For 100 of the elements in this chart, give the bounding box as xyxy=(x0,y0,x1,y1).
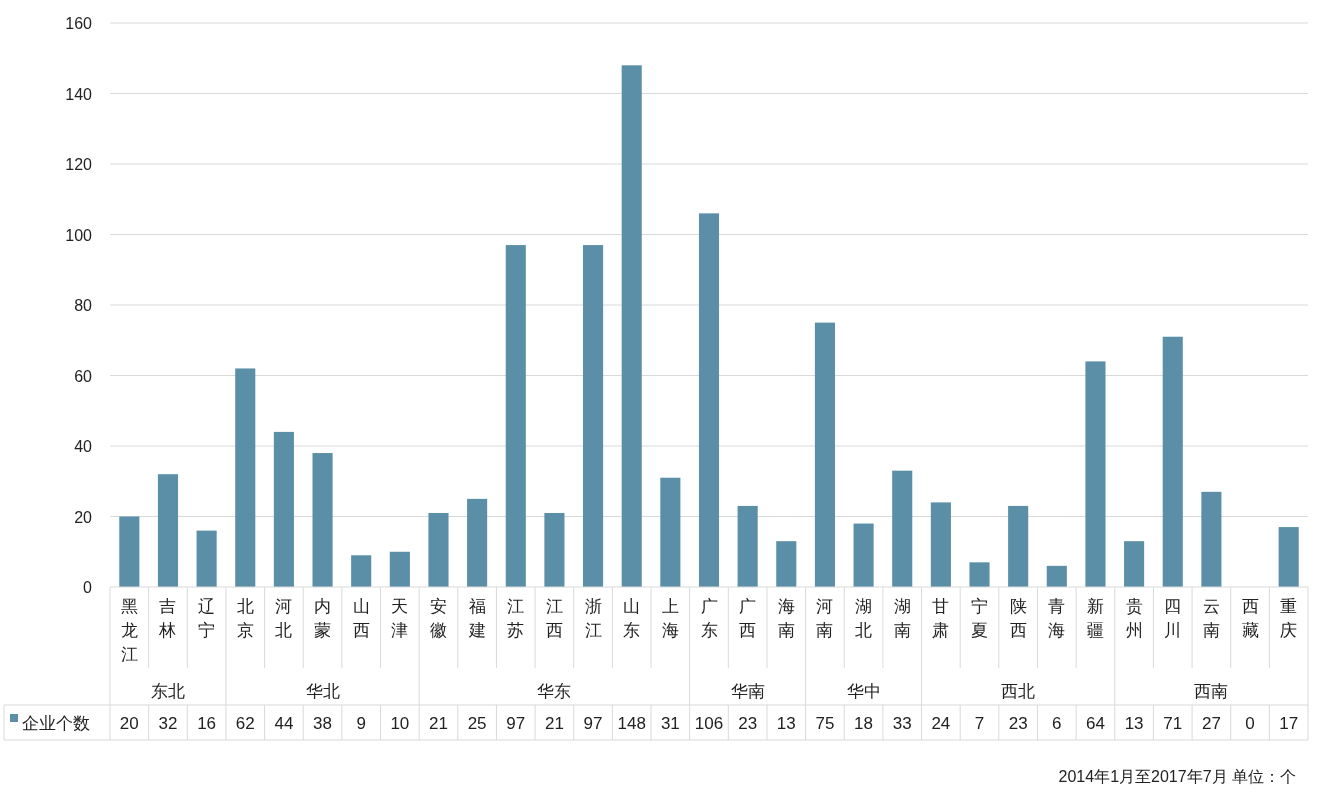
x-tick-label: 广东 xyxy=(700,597,718,640)
bar xyxy=(544,512,565,587)
data-label: 23 xyxy=(738,714,758,733)
data-label: 64 xyxy=(1085,714,1105,733)
legend-label: 企业个数 xyxy=(22,714,90,733)
bar xyxy=(583,245,604,587)
x-tick-label: 陕西 xyxy=(1009,597,1027,640)
y-tick-label: 100 xyxy=(65,226,93,244)
data-label: 13 xyxy=(1124,714,1144,733)
bar xyxy=(1162,336,1183,587)
x-tick-label: 四川 xyxy=(1164,597,1182,640)
bar xyxy=(389,551,410,587)
x-tick-label: 上海 xyxy=(661,597,679,640)
x-tick-label: 山西 xyxy=(352,597,370,640)
data-label: 10 xyxy=(390,714,410,733)
x-tick-label: 海南 xyxy=(777,597,795,640)
data-label: 44 xyxy=(274,714,294,733)
data-label: 148 xyxy=(617,714,646,733)
x-tick-label: 云南 xyxy=(1202,597,1220,640)
x-tick-label: 北京 xyxy=(236,597,254,640)
data-label: 106 xyxy=(694,714,724,733)
x-tick-label: 江苏 xyxy=(507,597,525,640)
bar xyxy=(969,562,990,587)
x-tick-label: 西藏 xyxy=(1241,597,1259,640)
y-tick-label: 120 xyxy=(65,156,93,173)
data-label: 6 xyxy=(1052,714,1062,733)
x-tick-label: 福建 xyxy=(467,597,486,640)
bar xyxy=(467,498,488,587)
bar xyxy=(1201,491,1222,587)
x-tick-label: 内蒙 xyxy=(314,597,332,640)
text: 华中 xyxy=(846,682,881,701)
data-label: 33 xyxy=(892,714,912,733)
bar xyxy=(660,477,681,587)
x-tick-label: 辽宁 xyxy=(198,597,216,640)
x-tick-label: 江西 xyxy=(545,597,563,640)
data-label: 32 xyxy=(158,714,178,733)
y-tick-label: 160 xyxy=(65,15,93,32)
y-tick-label: 20 xyxy=(74,508,93,526)
bar xyxy=(428,512,449,587)
bar xyxy=(119,516,140,587)
bar xyxy=(312,453,333,587)
bar xyxy=(621,65,642,587)
x-tick-label: 山东 xyxy=(623,597,641,640)
data-label: 9 xyxy=(356,714,366,733)
y-tick-label: 0 xyxy=(83,579,93,596)
x-tick-label: 贵州 xyxy=(1125,597,1143,640)
bar xyxy=(892,470,913,587)
data-label: 23 xyxy=(1008,714,1028,733)
x-tick-label: 安徽 xyxy=(429,597,447,640)
bar xyxy=(776,541,797,587)
x-tick-label: 宁夏 xyxy=(971,597,989,640)
x-tick-label: 湖北 xyxy=(855,597,873,640)
data-label: 21 xyxy=(429,714,448,733)
y-tick-label: 40 xyxy=(74,438,93,455)
data-label: 71 xyxy=(1163,714,1183,733)
data-label: 97 xyxy=(506,714,526,733)
x-tick-label: 河北 xyxy=(275,597,293,640)
y-tick-label: 60 xyxy=(74,367,93,385)
data-label: 17 xyxy=(1279,714,1299,733)
bar xyxy=(930,502,951,587)
data-label: 24 xyxy=(931,714,951,733)
bar xyxy=(698,213,720,587)
text: 西南 xyxy=(1194,682,1229,701)
data-label: 18 xyxy=(854,714,874,733)
bar xyxy=(737,505,758,587)
bar xyxy=(196,530,217,587)
data-label: 0 xyxy=(1245,714,1255,733)
data-label: 25 xyxy=(467,714,487,733)
x-tick-label: 湖南 xyxy=(893,597,911,640)
x-tick-label: 浙江 xyxy=(584,597,602,640)
data-label: 16 xyxy=(197,714,217,733)
bar xyxy=(157,474,179,587)
bar xyxy=(1046,565,1067,587)
x-tick-label: 吉林 xyxy=(158,597,177,640)
bar xyxy=(235,368,256,587)
bar xyxy=(1008,505,1029,587)
x-tick-label: 河南 xyxy=(816,597,834,640)
text: 华东 xyxy=(537,682,572,701)
text: 华南 xyxy=(730,682,765,701)
x-tick-label: 重庆 xyxy=(1280,597,1298,640)
data-label: 21 xyxy=(544,714,564,733)
data-label: 27 xyxy=(1201,714,1221,733)
data-label: 20 xyxy=(119,714,139,733)
bar xyxy=(1085,361,1106,587)
bar xyxy=(814,322,835,587)
x-tick-label: 新疆 xyxy=(1086,597,1104,640)
text: 2014年1月至2017年7月 单位：个 xyxy=(1058,768,1296,785)
x-tick-label: 黑龙江 xyxy=(120,597,138,664)
data-label: 31 xyxy=(660,714,680,733)
bar xyxy=(351,555,372,587)
data-label: 7 xyxy=(974,714,985,733)
data-label: 13 xyxy=(776,714,796,733)
bar xyxy=(853,523,874,587)
x-tick-label: 青海 xyxy=(1048,597,1066,640)
x-tick-label: 甘肃 xyxy=(932,597,950,640)
y-tick-label: 80 xyxy=(74,297,93,314)
bar xyxy=(1278,527,1299,587)
bar xyxy=(1124,541,1145,587)
x-tick-label: 广西 xyxy=(739,597,757,640)
text: 华北 xyxy=(305,682,340,701)
